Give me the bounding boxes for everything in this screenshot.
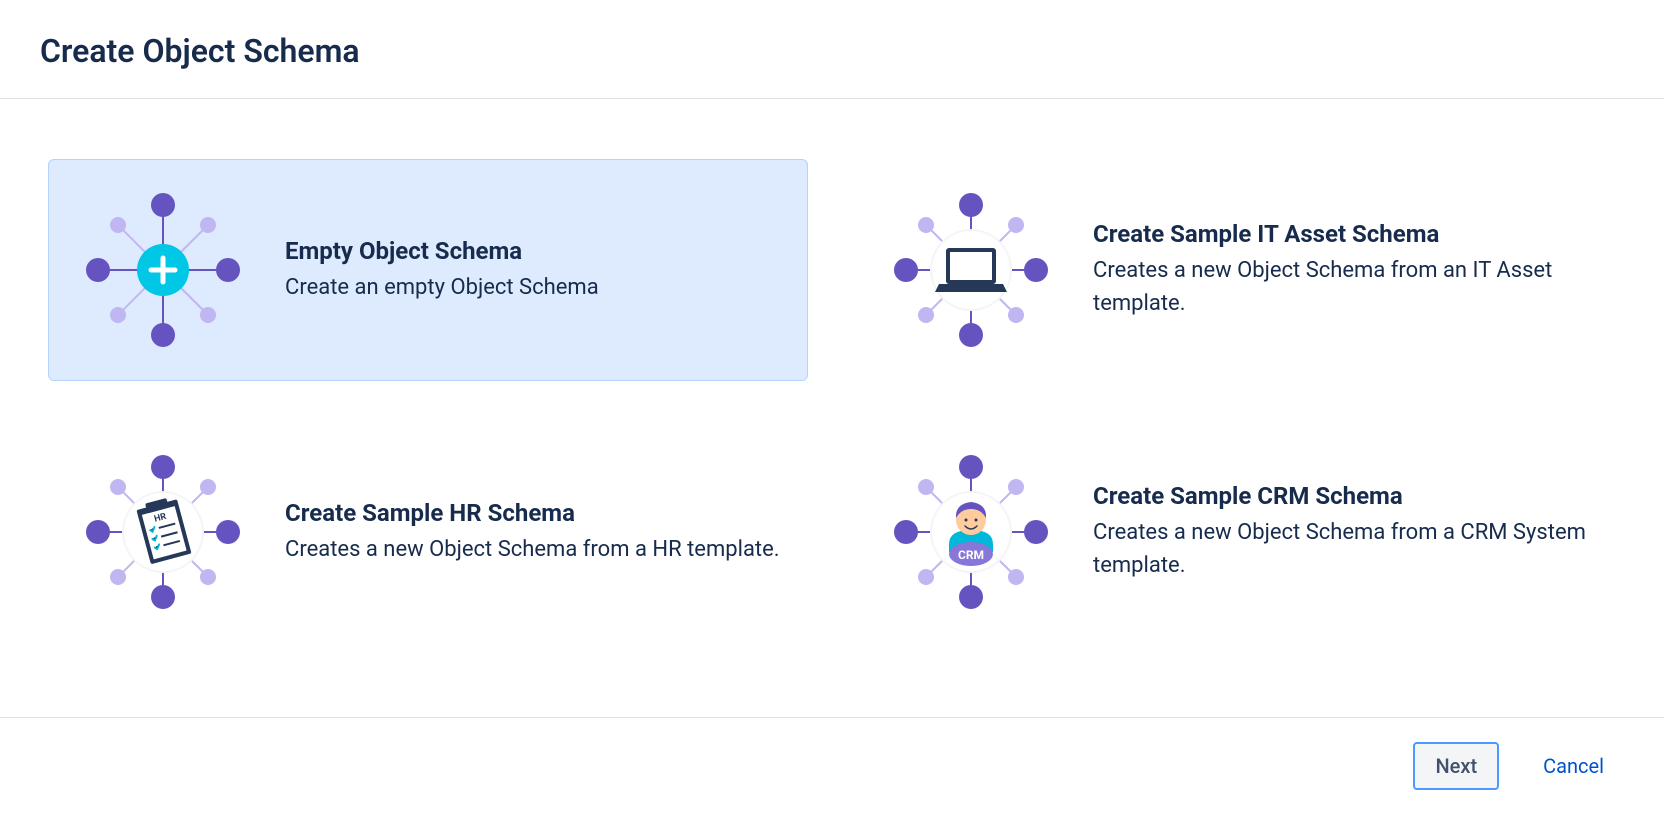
plus-network-icon — [73, 180, 253, 360]
dialog-footer: Next Cancel — [0, 717, 1664, 814]
dialog-body: Empty Object Schema Create an empty Obje… — [0, 99, 1664, 683]
option-text: Create Sample HR Schema Creates a new Ob… — [285, 499, 783, 566]
options-grid: Empty Object Schema Create an empty Obje… — [48, 159, 1616, 643]
option-title: Empty Object Schema — [285, 237, 783, 265]
option-title: Create Sample HR Schema — [285, 499, 783, 527]
option-empty-schema[interactable]: Empty Object Schema Create an empty Obje… — [48, 159, 808, 381]
option-title: Create Sample IT Asset Schema — [1093, 220, 1591, 248]
crm-network-icon: CRM — [881, 442, 1061, 622]
option-it-asset-schema[interactable]: Create Sample IT Asset Schema Creates a … — [856, 159, 1616, 381]
cancel-button[interactable]: Cancel — [1523, 744, 1624, 788]
option-crm-schema[interactable]: CRM Create Sample CRM Schema Creates a n… — [856, 421, 1616, 643]
dialog-title: Create Object Schema — [40, 32, 1624, 70]
option-text: Create Sample CRM Schema Creates a new O… — [1093, 482, 1591, 582]
option-hr-schema[interactable]: HR Create Sample — [48, 421, 808, 643]
option-text: Empty Object Schema Create an empty Obje… — [285, 237, 783, 304]
option-description: Create an empty Object Schema — [285, 271, 783, 304]
dialog-header: Create Object Schema — [0, 0, 1664, 99]
option-description: Creates a new Object Schema from a HR te… — [285, 533, 783, 566]
option-description: Creates a new Object Schema from a CRM S… — [1093, 516, 1591, 582]
next-button[interactable]: Next — [1413, 742, 1499, 790]
svg-text:CRM: CRM — [958, 548, 984, 562]
option-text: Create Sample IT Asset Schema Creates a … — [1093, 220, 1591, 320]
hr-network-icon: HR — [73, 442, 253, 622]
laptop-network-icon — [881, 180, 1061, 360]
option-title: Create Sample CRM Schema — [1093, 482, 1591, 510]
option-description: Creates a new Object Schema from an IT A… — [1093, 254, 1591, 320]
